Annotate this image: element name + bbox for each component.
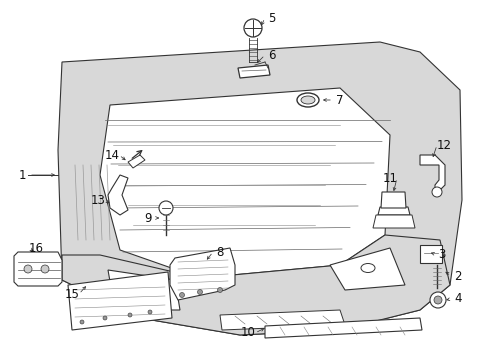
Text: 9: 9 [144, 212, 151, 225]
Circle shape [433, 296, 441, 304]
Text: 7: 7 [336, 94, 343, 107]
Text: 3: 3 [437, 248, 445, 261]
Circle shape [217, 288, 222, 292]
Circle shape [429, 292, 445, 308]
Polygon shape [62, 235, 449, 335]
Text: 11: 11 [382, 171, 397, 185]
Polygon shape [329, 248, 404, 290]
Polygon shape [264, 318, 421, 338]
Circle shape [244, 19, 262, 37]
Text: 4: 4 [453, 292, 461, 306]
Text: 5: 5 [268, 12, 275, 24]
Text: 1: 1 [18, 168, 26, 181]
Polygon shape [419, 155, 444, 190]
Polygon shape [68, 272, 172, 330]
Circle shape [148, 310, 152, 314]
Polygon shape [58, 42, 461, 335]
Polygon shape [128, 155, 145, 168]
Polygon shape [100, 88, 389, 278]
Ellipse shape [301, 96, 314, 104]
Circle shape [197, 289, 202, 294]
Text: 8: 8 [216, 246, 223, 258]
Polygon shape [377, 207, 409, 215]
Polygon shape [14, 252, 62, 286]
Text: 13: 13 [90, 194, 105, 207]
Ellipse shape [360, 264, 374, 273]
Circle shape [80, 320, 84, 324]
Circle shape [159, 201, 173, 215]
Ellipse shape [296, 93, 318, 107]
Circle shape [103, 316, 107, 320]
Circle shape [41, 265, 49, 273]
Circle shape [431, 187, 441, 197]
Text: 6: 6 [268, 49, 275, 62]
Text: 16: 16 [28, 242, 43, 255]
Circle shape [128, 313, 132, 317]
Polygon shape [108, 270, 180, 310]
Polygon shape [372, 215, 414, 228]
Text: 2: 2 [453, 270, 461, 283]
Circle shape [24, 265, 32, 273]
Text: 10: 10 [240, 327, 255, 339]
Polygon shape [108, 175, 128, 215]
Circle shape [179, 292, 184, 297]
Polygon shape [220, 310, 345, 330]
Polygon shape [380, 192, 405, 208]
Polygon shape [170, 248, 235, 300]
FancyBboxPatch shape [419, 245, 441, 263]
Text: 15: 15 [64, 288, 79, 301]
Text: 14: 14 [104, 149, 119, 162]
Polygon shape [238, 65, 269, 78]
Text: 12: 12 [436, 139, 450, 152]
